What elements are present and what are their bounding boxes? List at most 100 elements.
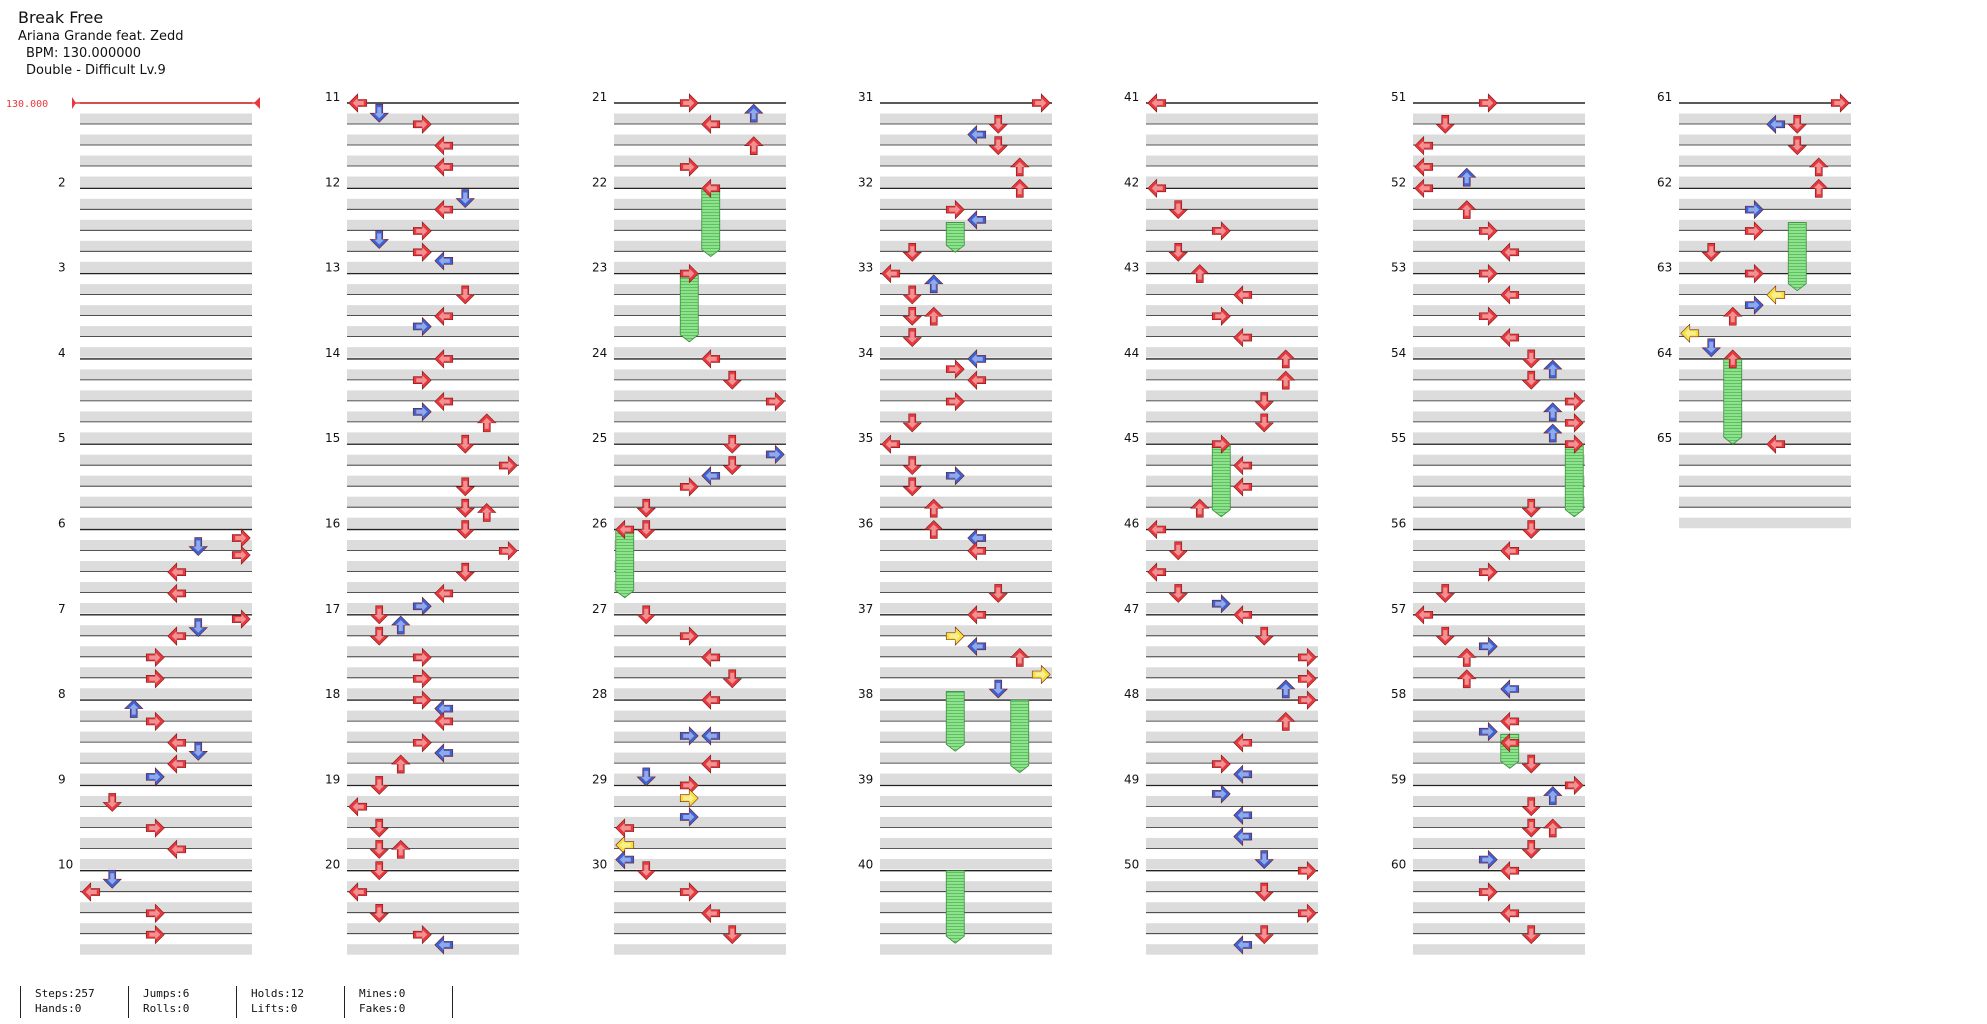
- arrow-up-red: [1809, 157, 1829, 177]
- measure-32: [880, 187, 1052, 273]
- hold-note: [945, 222, 965, 253]
- beat-band: [880, 411, 1052, 422]
- beat-band: [614, 795, 786, 807]
- measure-number: 24: [592, 346, 607, 360]
- beat-band: [347, 198, 519, 210]
- arrow-down-red: [1521, 818, 1541, 838]
- beat-band: [880, 240, 1052, 252]
- measure-number: 11: [325, 90, 340, 104]
- beat-band: [880, 881, 1052, 892]
- measure-number: 41: [1124, 90, 1139, 104]
- beat-band: [614, 646, 786, 657]
- arrow-left-red: [1233, 455, 1253, 476]
- bpm-value: 130.000: [6, 99, 48, 110]
- measure-number: 4: [58, 346, 66, 360]
- arrow-right-yellow: [679, 788, 699, 808]
- beat-band: [1146, 667, 1318, 678]
- measure-45: [1146, 443, 1318, 529]
- beat-band: [1146, 752, 1318, 764]
- beat-band: [1146, 284, 1318, 295]
- beat-band: [1679, 219, 1851, 231]
- measure-number: 2: [58, 175, 66, 189]
- arrow-right-yellow: [945, 626, 965, 646]
- beat-band: [347, 347, 519, 358]
- measure-number: 35: [858, 431, 873, 445]
- stat-top: Holds:12: [251, 987, 304, 1000]
- measure-9: [80, 784, 252, 870]
- arrow-down-red: [1521, 520, 1541, 539]
- arrow-left-red: [1147, 562, 1167, 582]
- arrow-right-red: [498, 455, 518, 476]
- arrow-right-blue: [412, 596, 432, 616]
- beat-band: [1413, 198, 1585, 210]
- beat-band: [614, 902, 786, 913]
- arrow-down-red: [369, 904, 389, 923]
- measure-number: 50: [1124, 858, 1139, 872]
- arrow-left-red: [1500, 860, 1520, 881]
- beat-band: [880, 454, 1052, 466]
- arrow-up-red: [477, 413, 497, 433]
- arrow-left-red: [434, 391, 454, 412]
- measure-50: [1146, 870, 1318, 955]
- measure-number: 30: [592, 858, 607, 872]
- beat-band: [1413, 688, 1585, 699]
- beat-band: [1146, 390, 1318, 401]
- arrow-left-red: [701, 903, 721, 924]
- beat-band: [614, 240, 786, 252]
- beat-band: [1146, 305, 1318, 316]
- arrow-left-red: [434, 306, 454, 326]
- beat-band: [80, 561, 252, 572]
- beat-band: [1146, 113, 1318, 124]
- beat-band: [1679, 155, 1851, 166]
- arrow-right-blue: [765, 444, 785, 465]
- beat-band: [1679, 390, 1851, 401]
- beat-band: [880, 261, 1052, 273]
- beat-band: [1146, 347, 1318, 358]
- beat-band: [880, 667, 1052, 678]
- beat-band: [1146, 561, 1318, 572]
- beat-band: [347, 881, 519, 892]
- beat-band: [347, 219, 519, 231]
- beat-band: [347, 155, 519, 166]
- measure-22: [614, 187, 786, 273]
- measure-27: [614, 614, 786, 699]
- beat-band: [1413, 496, 1585, 508]
- arrow-right-red: [679, 263, 699, 284]
- arrow-left-blue: [1766, 114, 1786, 135]
- arrow-down-blue: [1254, 850, 1274, 870]
- beat-band: [80, 944, 252, 955]
- beat-band: [1146, 858, 1318, 870]
- measure-12: [347, 187, 519, 273]
- beat-band: [347, 305, 519, 316]
- arrow-right-red: [231, 545, 251, 565]
- beat-band: [80, 369, 252, 380]
- measure-number: 42: [1124, 175, 1139, 189]
- measure-47: [1146, 614, 1318, 699]
- beat-band: [614, 881, 786, 892]
- beat-band: [880, 582, 1052, 593]
- beat-band: [880, 625, 1052, 636]
- measure-number: 46: [1124, 517, 1139, 531]
- beat-band: [1146, 540, 1318, 551]
- beat-band: [1679, 517, 1851, 529]
- measure-8: [80, 699, 252, 785]
- measure-number: 23: [592, 261, 607, 275]
- arrow-left-red: [1233, 605, 1253, 625]
- beat-band: [880, 540, 1052, 551]
- measure-21: [614, 102, 786, 187]
- beat-band: [347, 540, 519, 551]
- arrow-up-red: [1190, 264, 1210, 283]
- beat-band: [80, 155, 252, 166]
- arrow-left-blue: [967, 124, 987, 145]
- beat-band: [614, 261, 786, 273]
- arrow-left-red: [967, 605, 987, 625]
- measure-number: 16: [325, 517, 340, 531]
- arrow-up-red: [1276, 370, 1296, 390]
- arrow-right-red: [412, 733, 432, 753]
- arrow-right-red: [412, 690, 432, 710]
- measure-16: [347, 528, 519, 614]
- hold-note: [701, 187, 721, 258]
- beat-band: [614, 837, 786, 849]
- measure-10: [80, 870, 252, 955]
- measure-number: 59: [1391, 772, 1406, 786]
